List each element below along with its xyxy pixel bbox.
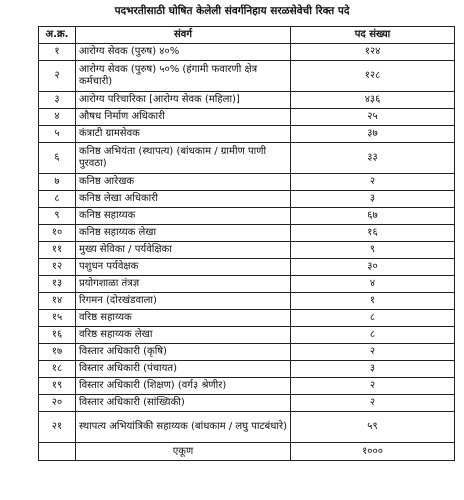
row-cadre-cell: प्रयोगशाळा तंत्रज्ञ <box>75 275 291 293</box>
row-sr-cell: १२ <box>38 258 76 276</box>
total-value: १००० <box>290 442 455 461</box>
table-row: ८ कनिष्ठ लेखा अधिकारी ३ <box>38 190 455 208</box>
row-sr-cell: ७ <box>38 173 76 191</box>
row-posts-cell: ९ <box>290 241 455 259</box>
row-posts-cell: ३० <box>290 258 455 276</box>
row-posts-cell: २ <box>290 173 455 191</box>
row-sr-cell: २ <box>38 60 76 92</box>
table-row: २ आरोग्य सेवक (पुरुष) ५०% (हंगामी फवारणी … <box>38 60 455 92</box>
row-posts-cell: १२४ <box>290 43 455 61</box>
table-row: १९ विस्तार अधिकारी (शिक्षण) (वर्ग३ श्रेणी… <box>38 377 455 395</box>
row-cadre-cell: कनिष्ठ अभियंता (स्थापत्य) (बांधकाम / ग्र… <box>75 142 291 174</box>
row-sr-cell: २० <box>38 394 76 412</box>
row-sr-cell: १३ <box>38 275 76 293</box>
table-row: १६ वरिष्ठ सहाय्यक लेखा ८ <box>38 326 455 344</box>
row-posts-cell: ३ <box>290 360 455 378</box>
row-sr-cell: ११ <box>38 241 76 259</box>
table-row: २१ स्थापत्य अभियांत्रिकी सहाय्यक (बांधकाम… <box>38 411 455 443</box>
row-cadre-cell: रिगमन (दोरखंडवाला) <box>75 292 291 310</box>
row-sr-cell: ६ <box>38 142 76 174</box>
table-row: १२ पशुधन पर्यवेक्षक ३० <box>38 258 455 276</box>
table-body: १ आरोग्य सेवक (पुरुष) ४०% १२४ २ आरोग्य सेवक … <box>38 43 455 443</box>
row-cadre-cell: कनिष्ठ आरेखक <box>75 173 291 191</box>
row-cadre-cell: विस्तार अधिकारी (कृषि) <box>75 343 291 361</box>
row-posts-cell: २ <box>290 343 455 361</box>
vacancy-table: अ.क्र. संवर्ग पद संख्या १ आरोग्य सेवक (पु… <box>38 26 455 461</box>
row-cadre-cell: मुख्य सेविका / पर्यवेक्षिका <box>75 241 291 259</box>
row-cadre-cell: कनिष्ठ लेखा अधिकारी <box>75 190 291 208</box>
row-posts-cell: १ <box>290 292 455 310</box>
row-sr-cell: ४ <box>38 108 76 126</box>
row-cadre-cell: कनिष्ठ सहाय्यक <box>75 207 291 225</box>
row-posts-cell: ५९ <box>290 411 455 443</box>
total-row: एकूण १००० <box>38 442 455 461</box>
row-cadre-cell: पशुधन पर्यवेक्षक <box>75 258 291 276</box>
row-posts-cell: ४ <box>290 275 455 293</box>
table-row: १ आरोग्य सेवक (पुरुष) ४०% १२४ <box>38 43 455 61</box>
row-posts-cell: ३७ <box>290 125 455 143</box>
row-sr-cell: ९ <box>38 207 76 225</box>
row-sr-cell: १९ <box>38 377 76 395</box>
row-cadre-cell: आरोग्य सेवक (पुरुष) ४०% <box>75 43 291 61</box>
row-cadre-cell: आरोग्य सेवक (पुरुष) ५०% (हंगामी फवारणी क… <box>75 60 291 92</box>
row-cadre-cell: विस्तार अधिकारी (शिक्षण) (वर्ग३ श्रेणीर) <box>75 377 291 395</box>
table-row: ५ कंत्राटी ग्रामसेवक ३७ <box>38 125 455 143</box>
table-row: ६ कनिष्ठ अभियंता (स्थापत्य) (बांधकाम / ग्… <box>38 142 455 174</box>
row-cadre-cell: कंत्राटी ग्रामसेवक <box>75 125 291 143</box>
table-row: १७ विस्तार अधिकारी (कृषि) २ <box>38 343 455 361</box>
row-cadre-cell: विस्तार अधिकारी (पंचायत) <box>75 360 291 378</box>
row-cadre-cell: औषध निर्माण अधिकारी <box>75 108 291 126</box>
table-row: २० विस्तार अधिकारी (सांख्यिकी) २ <box>38 394 455 412</box>
table-row: ४ औषध निर्माण अधिकारी २५ <box>38 108 455 126</box>
page-title: पदभरतीसाठी घोषित केलेली संवर्गनिहाय सरळस… <box>114 5 350 17</box>
row-posts-cell: १२८ <box>290 60 455 92</box>
row-sr-cell: २१ <box>38 411 76 443</box>
row-sr-cell: १५ <box>38 309 76 327</box>
row-posts-cell: ८ <box>290 309 455 327</box>
row-posts-cell: २५ <box>290 108 455 126</box>
table-row: १५ वरिष्ठ सहाय्यक ८ <box>38 309 455 327</box>
row-sr-cell: १७ <box>38 343 76 361</box>
column-header-sr: अ.क्र. <box>38 26 76 44</box>
row-cadre-cell: विस्तार अधिकारी (सांख्यिकी) <box>75 394 291 412</box>
row-sr-cell: १८ <box>38 360 76 378</box>
row-sr-cell: १ <box>38 43 76 61</box>
table-row: ७ कनिष्ठ आरेखक २ <box>38 173 455 191</box>
row-sr-cell: ५ <box>38 125 76 143</box>
row-cadre-cell: स्थापत्य अभियांत्रिकी सहाय्यक (बांधकाम /… <box>75 411 291 443</box>
table-row: ९ कनिष्ठ सहाय्यक ६७ <box>38 207 455 225</box>
table-row: १८ विस्तार अधिकारी (पंचायत) ३ <box>38 360 455 378</box>
column-header-cadre: संवर्ग <box>75 26 291 44</box>
table-row: १३ प्रयोगशाळा तंत्रज्ञ ४ <box>38 275 455 293</box>
table-row: १४ रिगमन (दोरखंडवाला) १ <box>38 292 455 310</box>
row-sr-cell: १४ <box>38 292 76 310</box>
row-sr-cell: १६ <box>38 326 76 344</box>
row-cadre-cell: कनिष्ठ सहाय्यक लेखा <box>75 224 291 242</box>
table-row: १० कनिष्ठ सहाय्यक लेखा १६ <box>38 224 455 242</box>
table-header-row: अ.क्र. संवर्ग पद संख्या <box>38 26 455 44</box>
row-cadre-cell: वरिष्ठ सहाय्यक <box>75 309 291 327</box>
row-sr-cell: ८ <box>38 190 76 208</box>
row-sr-cell: १० <box>38 224 76 242</box>
row-posts-cell: ३ <box>290 190 455 208</box>
row-posts-cell: ६७ <box>290 207 455 225</box>
row-posts-cell: २ <box>290 394 455 412</box>
row-posts-cell: १६ <box>290 224 455 242</box>
row-posts-cell: ८ <box>290 326 455 344</box>
row-posts-cell: ३३ <box>290 142 455 174</box>
total-sr-cell <box>38 442 76 461</box>
total-label: एकूण <box>75 442 291 461</box>
table-row: ३ आरोग्य परिचारिका [आरोग्य सेवक (महिला)] ४… <box>38 91 455 109</box>
table-row: ११ मुख्य सेविका / पर्यवेक्षिका ९ <box>38 241 455 259</box>
row-cadre-cell: वरिष्ठ सहाय्यक लेखा <box>75 326 291 344</box>
row-posts-cell: २ <box>290 377 455 395</box>
row-cadre-cell: आरोग्य परिचारिका [आरोग्य सेवक (महिला)] <box>75 91 291 109</box>
row-sr-cell: ३ <box>38 91 76 109</box>
row-posts-cell: ४३६ <box>290 91 455 109</box>
column-header-posts: पद संख्या <box>290 26 455 44</box>
